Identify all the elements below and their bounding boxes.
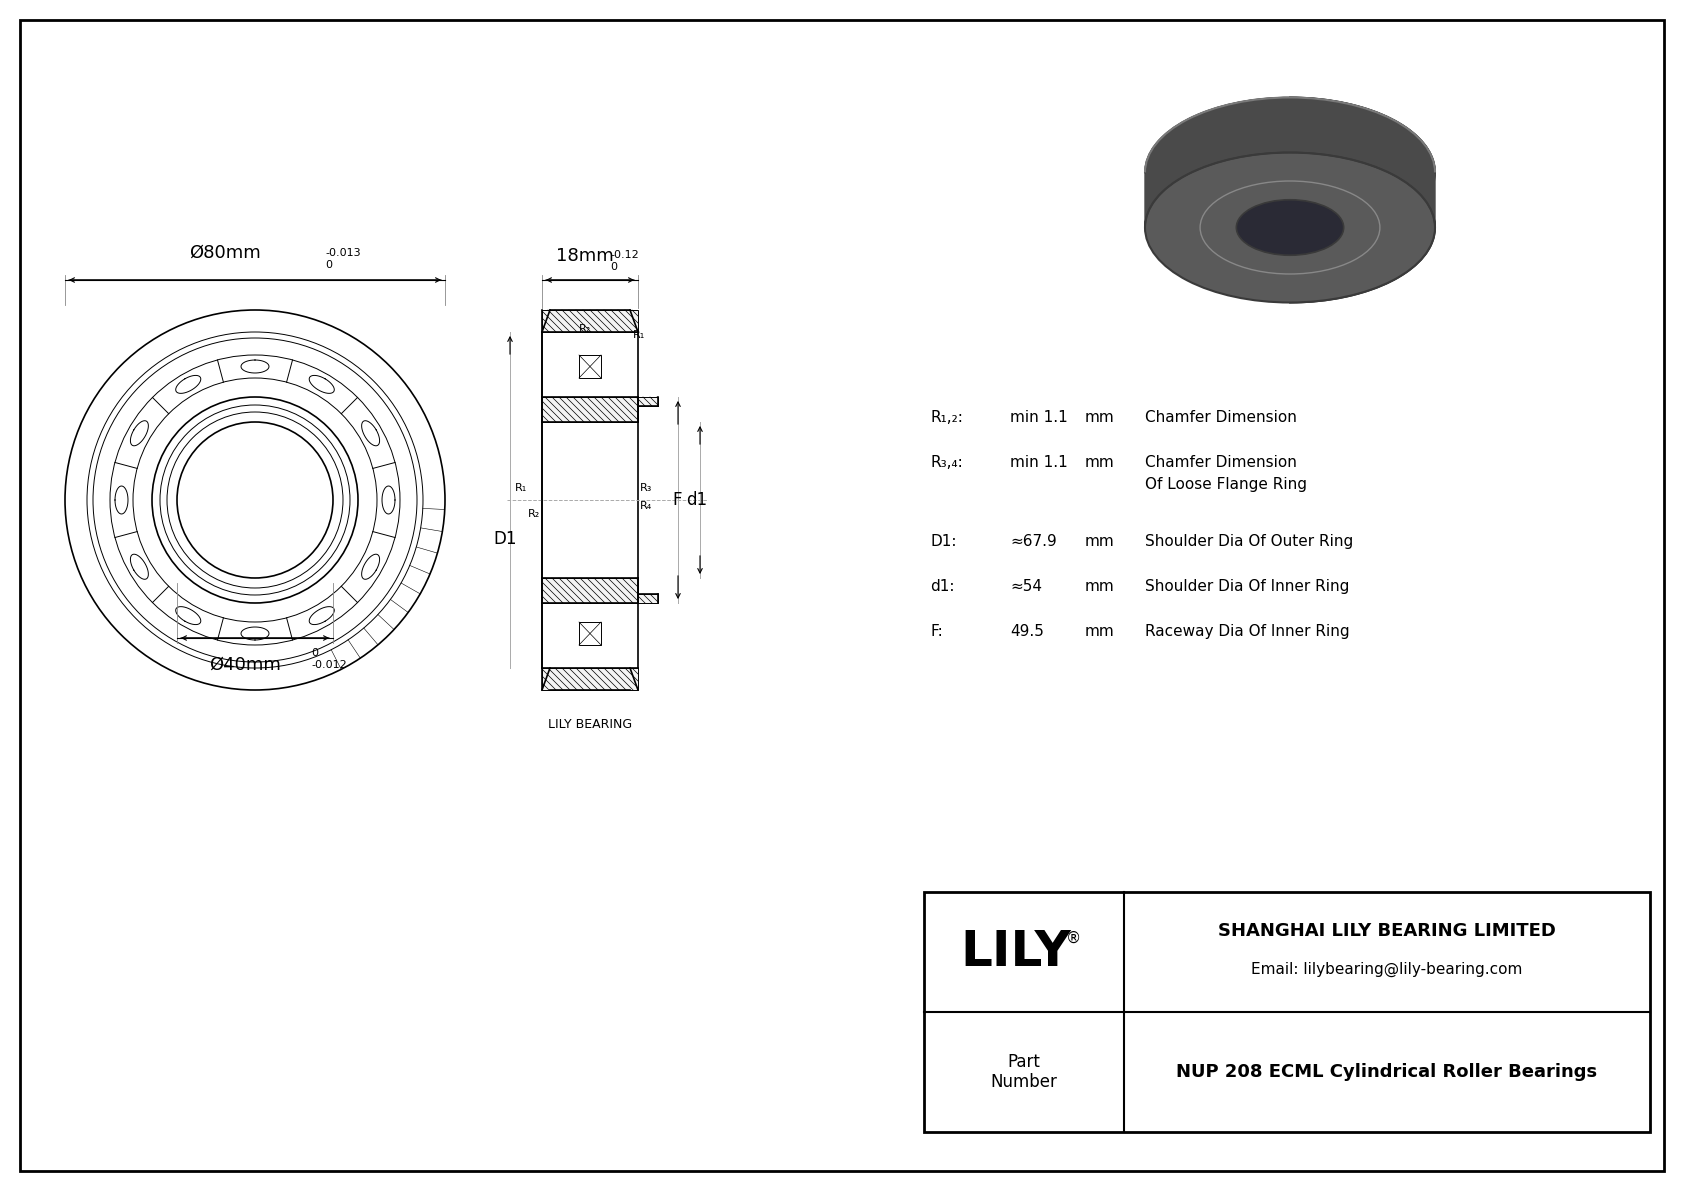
Ellipse shape — [1145, 152, 1435, 303]
Text: R₃: R₃ — [640, 484, 652, 493]
Ellipse shape — [1236, 200, 1344, 255]
Text: d1: d1 — [685, 491, 707, 509]
Text: F:: F: — [930, 624, 943, 640]
Polygon shape — [1145, 98, 1435, 227]
Bar — [579, 355, 601, 378]
Text: Chamfer Dimension: Chamfer Dimension — [1145, 455, 1297, 470]
Text: Of Loose Flange Ring: Of Loose Flange Ring — [1145, 478, 1307, 492]
Text: -0.12: -0.12 — [610, 250, 638, 260]
Text: ≈67.9: ≈67.9 — [1010, 534, 1058, 549]
Text: F: F — [672, 491, 682, 509]
Text: R₃,₄:: R₃,₄: — [930, 455, 963, 470]
Text: min 1.1: min 1.1 — [1010, 455, 1068, 470]
Text: Ø40mm: Ø40mm — [209, 656, 281, 674]
Text: ®: ® — [1066, 930, 1081, 946]
Text: Chamfer Dimension: Chamfer Dimension — [1145, 410, 1297, 425]
Text: -0.012: -0.012 — [312, 660, 347, 671]
Text: 18mm: 18mm — [556, 247, 615, 266]
Text: Shoulder Dia Of Inner Ring: Shoulder Dia Of Inner Ring — [1145, 579, 1349, 594]
Text: LILY: LILY — [960, 928, 1071, 975]
Text: R₁: R₁ — [515, 484, 527, 493]
Text: R₁: R₁ — [633, 330, 645, 339]
Text: Raceway Dia Of Inner Ring: Raceway Dia Of Inner Ring — [1145, 624, 1349, 640]
Text: R₂: R₂ — [579, 324, 591, 333]
Text: Ø80mm: Ø80mm — [189, 244, 261, 262]
Text: mm: mm — [1084, 534, 1115, 549]
Text: 49.5: 49.5 — [1010, 624, 1044, 640]
Text: SHANGHAI LILY BEARING LIMITED: SHANGHAI LILY BEARING LIMITED — [1218, 922, 1556, 940]
Text: R₄: R₄ — [640, 501, 652, 511]
Text: 0: 0 — [325, 260, 332, 270]
Polygon shape — [1290, 98, 1435, 303]
Bar — [542, 668, 638, 690]
Text: D1:: D1: — [930, 534, 957, 549]
Text: R₂: R₂ — [527, 509, 541, 519]
Text: 0: 0 — [610, 262, 616, 272]
Text: mm: mm — [1084, 579, 1115, 594]
Bar — [638, 397, 658, 406]
Text: ≈54: ≈54 — [1010, 579, 1042, 594]
Bar — [638, 594, 658, 603]
Bar — [542, 310, 638, 332]
Bar — [579, 622, 601, 646]
Text: 0: 0 — [312, 648, 318, 657]
Text: Shoulder Dia Of Outer Ring: Shoulder Dia Of Outer Ring — [1145, 534, 1354, 549]
Bar — [542, 578, 638, 603]
Text: Email: lilybearing@lily-bearing.com: Email: lilybearing@lily-bearing.com — [1251, 962, 1522, 977]
Text: mm: mm — [1084, 455, 1115, 470]
Text: LILY BEARING: LILY BEARING — [547, 718, 632, 731]
Text: Part
Number: Part Number — [990, 1053, 1058, 1091]
Text: -0.013: -0.013 — [325, 248, 360, 258]
Text: R₁,₂:: R₁,₂: — [930, 410, 963, 425]
Bar — [925, 892, 1650, 1131]
Text: NUP 208 ECML Cylindrical Roller Bearings: NUP 208 ECML Cylindrical Roller Bearings — [1177, 1064, 1598, 1081]
Text: min 1.1: min 1.1 — [1010, 410, 1068, 425]
Text: mm: mm — [1084, 410, 1115, 425]
Text: d1:: d1: — [930, 579, 955, 594]
Text: D1: D1 — [493, 530, 517, 548]
Text: mm: mm — [1084, 624, 1115, 640]
Bar — [542, 397, 638, 422]
